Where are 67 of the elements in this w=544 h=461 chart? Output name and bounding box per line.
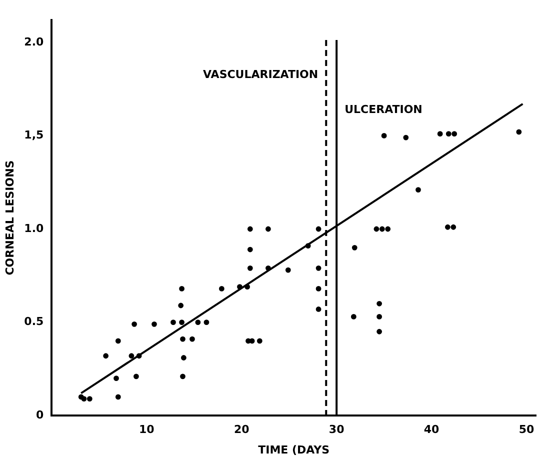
- point: [316, 286, 322, 292]
- point: [136, 353, 142, 359]
- point: [247, 265, 253, 271]
- point: [180, 355, 186, 360]
- point: [316, 265, 322, 271]
- y-axis-title: CORNEAL LESIONS: [3, 160, 16, 276]
- point: [450, 224, 456, 230]
- y-tick-label: 0.5: [24, 315, 44, 328]
- point: [285, 267, 291, 273]
- point: [180, 374, 186, 380]
- point: [247, 246, 253, 252]
- point: [132, 321, 138, 327]
- point: [256, 338, 262, 344]
- point: [81, 396, 87, 402]
- point: [374, 226, 380, 232]
- ref-line-label: VASCULARIZATION: [203, 68, 318, 81]
- point: [316, 306, 322, 312]
- point: [376, 314, 382, 320]
- point: [103, 353, 109, 359]
- x-tick-label: 50: [518, 423, 534, 436]
- point: [266, 265, 271, 271]
- x-tick-label: 10: [138, 423, 155, 436]
- point: [247, 226, 253, 232]
- point: [437, 131, 443, 137]
- point: [195, 320, 201, 325]
- point: [452, 131, 458, 137]
- point: [115, 338, 121, 344]
- point: [350, 314, 356, 320]
- point: [237, 284, 242, 290]
- point: [376, 328, 382, 334]
- y-tick-label: 1.0: [24, 222, 44, 235]
- x-tick-label: 40: [424, 423, 440, 436]
- x-tick-label: 20: [234, 423, 250, 436]
- point: [516, 129, 522, 135]
- point: [114, 376, 119, 381]
- point: [204, 320, 210, 325]
- point: [416, 187, 421, 193]
- x-axis-title: TIME (DAYS: [258, 443, 330, 456]
- point: [86, 396, 92, 402]
- point: [115, 394, 121, 400]
- point: [190, 336, 195, 342]
- point: [180, 336, 186, 342]
- point: [444, 224, 450, 230]
- point: [305, 243, 311, 248]
- point: [134, 374, 139, 380]
- point: [446, 131, 452, 137]
- y-tick-label: 0: [36, 408, 44, 422]
- point: [128, 353, 134, 359]
- ref-line-label: ULCERATION: [344, 102, 422, 116]
- point: [316, 226, 322, 232]
- point: [170, 320, 176, 325]
- point: [352, 244, 358, 250]
- point: [218, 286, 224, 292]
- point: [152, 321, 157, 327]
- point: [179, 320, 184, 325]
- point: [381, 132, 387, 138]
- x-tick-label: 30: [328, 423, 345, 436]
- point: [379, 226, 385, 232]
- point: [376, 300, 382, 306]
- point: [385, 226, 391, 232]
- y-tick-label: 2.0: [24, 35, 44, 48]
- point: [178, 302, 184, 308]
- point: [403, 134, 409, 140]
- point: [244, 284, 250, 290]
- y-tick-label: 1,5: [24, 128, 44, 142]
- point: [266, 226, 271, 232]
- point: [179, 286, 184, 292]
